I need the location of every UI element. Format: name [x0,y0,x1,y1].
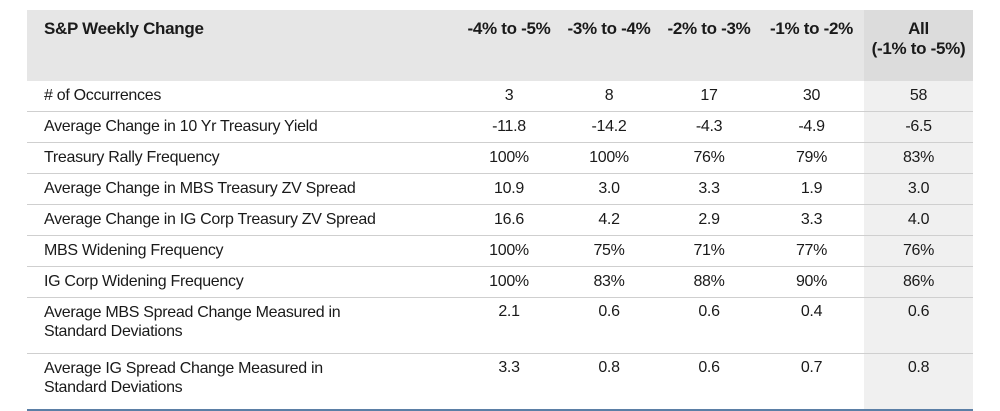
table-cell: 71% [659,235,759,267]
row-label: Treasury Rally Frequency [27,142,459,174]
table-cell: 76% [864,235,973,267]
table-row: Average Change in MBS Treasury ZV Spread… [27,173,973,205]
table-cell: 2.9 [659,204,759,236]
table-row: Average Change in IG Corp Treasury ZV Sp… [27,204,973,236]
table-cell: 100% [559,142,659,174]
table-row: MBS Widening Frequency 100% 75% 71% 77% … [27,235,973,267]
sp-weekly-change-table: S&P Weekly Change -4% to -5% -3% to -4% … [27,10,973,411]
row-label: MBS Widening Frequency [27,235,459,267]
header-col-all: All (-1% to -5%) [864,10,973,81]
table-cell: 4.2 [559,204,659,236]
table-cell: 17 [659,81,759,112]
table-cell: 8 [559,81,659,112]
row-label-line1: Average MBS Spread Change Measured in [44,304,341,321]
row-label: Average IG Spread Change Measured in Sta… [27,353,459,411]
row-label-line2: Standard Deviations [44,379,183,396]
table-cell: 3.3 [759,204,864,236]
table-cell: 77% [759,235,864,267]
header-col-3-text: -2% to -3% [667,19,751,38]
header-col-all-range: (-1% to -5%) [871,39,966,58]
table-cell: -4.9 [759,111,864,143]
table-cell: 100% [459,142,559,174]
row-label: Average MBS Spread Change Measured in St… [27,297,459,354]
table-cell: 3 [459,81,559,112]
row-label: Average Change in IG Corp Treasury ZV Sp… [27,204,459,236]
table-cell: 83% [559,266,659,298]
header-col-3: -2% to -3% [659,10,759,81]
header-col-all-text: All [908,19,929,38]
table-cell: 83% [864,142,973,174]
header-col-4: -1% to -2% [759,10,864,81]
header-col-1: -4% to -5% [459,10,559,81]
table-cell: 86% [864,266,973,298]
table-cell: 100% [459,266,559,298]
table-header: S&P Weekly Change -4% to -5% -3% to -4% … [27,10,973,81]
table-cell: 79% [759,142,864,174]
header-col-2: -3% to -4% [559,10,659,81]
table-cell: 3.3 [459,353,559,411]
data-table-container: S&P Weekly Change -4% to -5% -3% to -4% … [27,10,973,411]
header-col-4-text: -1% to -2% [770,19,853,38]
row-label: Average Change in 10 Yr Treasury Yield [27,111,459,143]
row-label-line1: Average IG Spread Change Measured in [44,360,323,377]
table-row: Average IG Spread Change Measured in Sta… [27,353,973,411]
table-cell: 0.8 [864,353,973,411]
table-row: Treasury Rally Frequency 100% 100% 76% 7… [27,142,973,174]
table-cell: 16.6 [459,204,559,236]
table-cell: 76% [659,142,759,174]
header-row: S&P Weekly Change -4% to -5% -3% to -4% … [27,10,973,81]
table-cell: 0.6 [659,297,759,354]
header-col-2-text: -3% to -4% [567,19,651,38]
table-cell: 4.0 [864,204,973,236]
table-cell: 88% [659,266,759,298]
table-cell: 75% [559,235,659,267]
table-row: Average MBS Spread Change Measured in St… [27,297,973,354]
table-row: Average Change in 10 Yr Treasury Yield -… [27,111,973,143]
table-cell: 0.6 [864,297,973,354]
table-body: # of Occurrences 3 8 17 30 58 Average Ch… [27,81,973,411]
table-cell: -11.8 [459,111,559,143]
table-cell: 0.7 [759,353,864,411]
table-cell: 3.3 [659,173,759,205]
table-cell: 100% [459,235,559,267]
table-cell: 0.6 [659,353,759,411]
table-cell: -14.2 [559,111,659,143]
header-col-1-text: -4% to -5% [467,19,551,38]
header-label: S&P Weekly Change [27,10,459,81]
table-cell: 0.4 [759,297,864,354]
row-label: IG Corp Widening Frequency [27,266,459,298]
table-cell: -6.5 [864,111,973,143]
table-cell: 0.8 [559,353,659,411]
table-cell: -4.3 [659,111,759,143]
table-cell: 90% [759,266,864,298]
table-cell: 3.0 [864,173,973,205]
table-row: # of Occurrences 3 8 17 30 58 [27,81,973,112]
table-cell: 2.1 [459,297,559,354]
row-label-line2: Standard Deviations [44,323,183,340]
table-cell: 1.9 [759,173,864,205]
table-cell: 3.0 [559,173,659,205]
row-label: Average Change in MBS Treasury ZV Spread [27,173,459,205]
table-cell: 30 [759,81,864,112]
table-cell: 10.9 [459,173,559,205]
table-row: IG Corp Widening Frequency 100% 83% 88% … [27,266,973,298]
table-cell: 58 [864,81,973,112]
row-label: # of Occurrences [27,81,459,112]
table-cell: 0.6 [559,297,659,354]
